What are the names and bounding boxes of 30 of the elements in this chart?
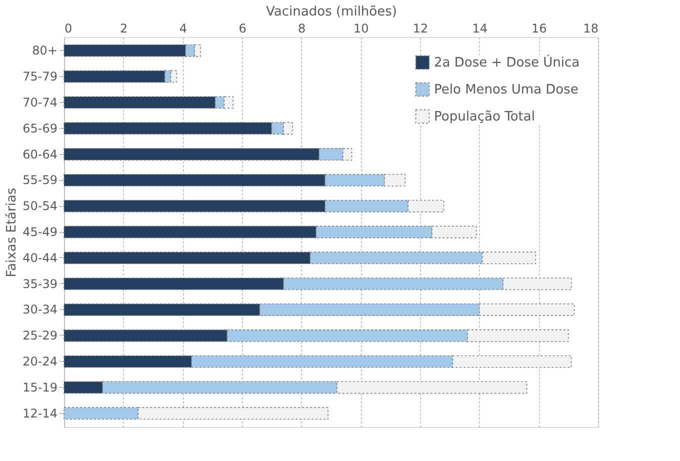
x-axis-title: Vacinados (milhões) bbox=[266, 4, 397, 20]
x-tick-label: 16 bbox=[532, 22, 547, 36]
y-tick-label: 55-59 bbox=[22, 173, 58, 188]
x-tick-label: 14 bbox=[472, 22, 488, 36]
y-tick-label: 15-19 bbox=[22, 380, 58, 394]
y-tick-label: 12-14 bbox=[22, 406, 58, 420]
x-tick-label: 18 bbox=[583, 22, 598, 36]
y-tick-label: 20-24 bbox=[22, 354, 58, 369]
y-tick-label: 80+ bbox=[32, 44, 58, 58]
y-tick-label: 60-64 bbox=[22, 147, 58, 162]
x-tick-label: 4 bbox=[179, 22, 187, 36]
x-tick-label: 8 bbox=[298, 22, 306, 36]
y-tick-label: 30-34 bbox=[22, 302, 58, 317]
y-tick-label: 65-69 bbox=[22, 121, 58, 136]
y-axis-title: Faixas Etárias bbox=[4, 188, 20, 278]
y-tick-label: 75-79 bbox=[22, 70, 58, 84]
legend-label: Pelo Menos Uma Dose bbox=[434, 82, 578, 98]
y-tick-label: 70-74 bbox=[22, 95, 58, 110]
x-tick-label: 6 bbox=[238, 22, 246, 36]
y-tick-label: 25-29 bbox=[22, 328, 58, 343]
y-tick-label: 45-49 bbox=[22, 225, 58, 239]
x-tick-label: 12 bbox=[412, 22, 428, 36]
legend-label: População Total bbox=[434, 110, 535, 124]
x-tick-label: 10 bbox=[354, 22, 369, 36]
x-tick-label: 0 bbox=[64, 22, 72, 36]
y-tick-label: 40-44 bbox=[22, 250, 58, 265]
x-tick-label: 2 bbox=[120, 22, 128, 36]
y-tick-label: 35-39 bbox=[22, 276, 58, 291]
legend-label: 2a Dose + Dose Única bbox=[434, 54, 580, 70]
y-tick-label: 50-54 bbox=[22, 199, 58, 214]
